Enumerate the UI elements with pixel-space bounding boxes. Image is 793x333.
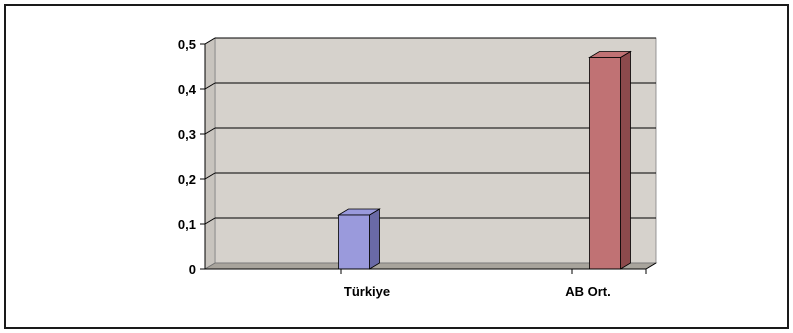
bar-front	[338, 214, 370, 270]
gridline-side	[204, 37, 216, 45]
bar-chart: 0 0,1 0,2 0,3 0,4 0,5 Türkiye AB Ort.	[178, 37, 658, 299]
y-tick-label: 0,4	[178, 82, 197, 97]
y-axis-tick-labels: 0 0,1 0,2 0,3 0,4 0,5	[178, 37, 197, 277]
y-tick-label: 0,5	[178, 37, 196, 52]
plot-side-wall	[204, 37, 216, 270]
axes	[200, 43, 657, 274]
y-tick-label: 0,1	[178, 217, 196, 232]
bars	[337, 50, 632, 270]
y-tick-label: 0,3	[178, 127, 196, 142]
y-tick-label: 0	[189, 262, 196, 277]
y-tick-label: 0,2	[178, 172, 196, 187]
bar-ab-ort-	[588, 50, 632, 270]
gridlines	[204, 37, 656, 225]
gridline-side	[204, 172, 216, 180]
x-tick-label: Türkiye	[344, 284, 390, 299]
x-tick-label: AB Ort.	[565, 284, 611, 299]
chart-frame: 0 0,1 0,2 0,3 0,4 0,5 Türkiye AB Ort.	[4, 4, 789, 329]
bar-side	[620, 50, 631, 270]
gridline-side	[204, 217, 216, 225]
bar-t-rkiye	[337, 208, 381, 270]
plot-area	[203, 37, 658, 270]
x-axis-end	[645, 262, 657, 270]
plot-back-wall	[214, 37, 657, 264]
gridline-side	[204, 127, 216, 135]
bar-side	[369, 208, 380, 270]
plot-floor	[203, 262, 658, 270]
bar-front	[589, 57, 621, 270]
gridline-side	[204, 82, 216, 90]
x-axis-tick-labels: Türkiye AB Ort.	[344, 284, 611, 299]
